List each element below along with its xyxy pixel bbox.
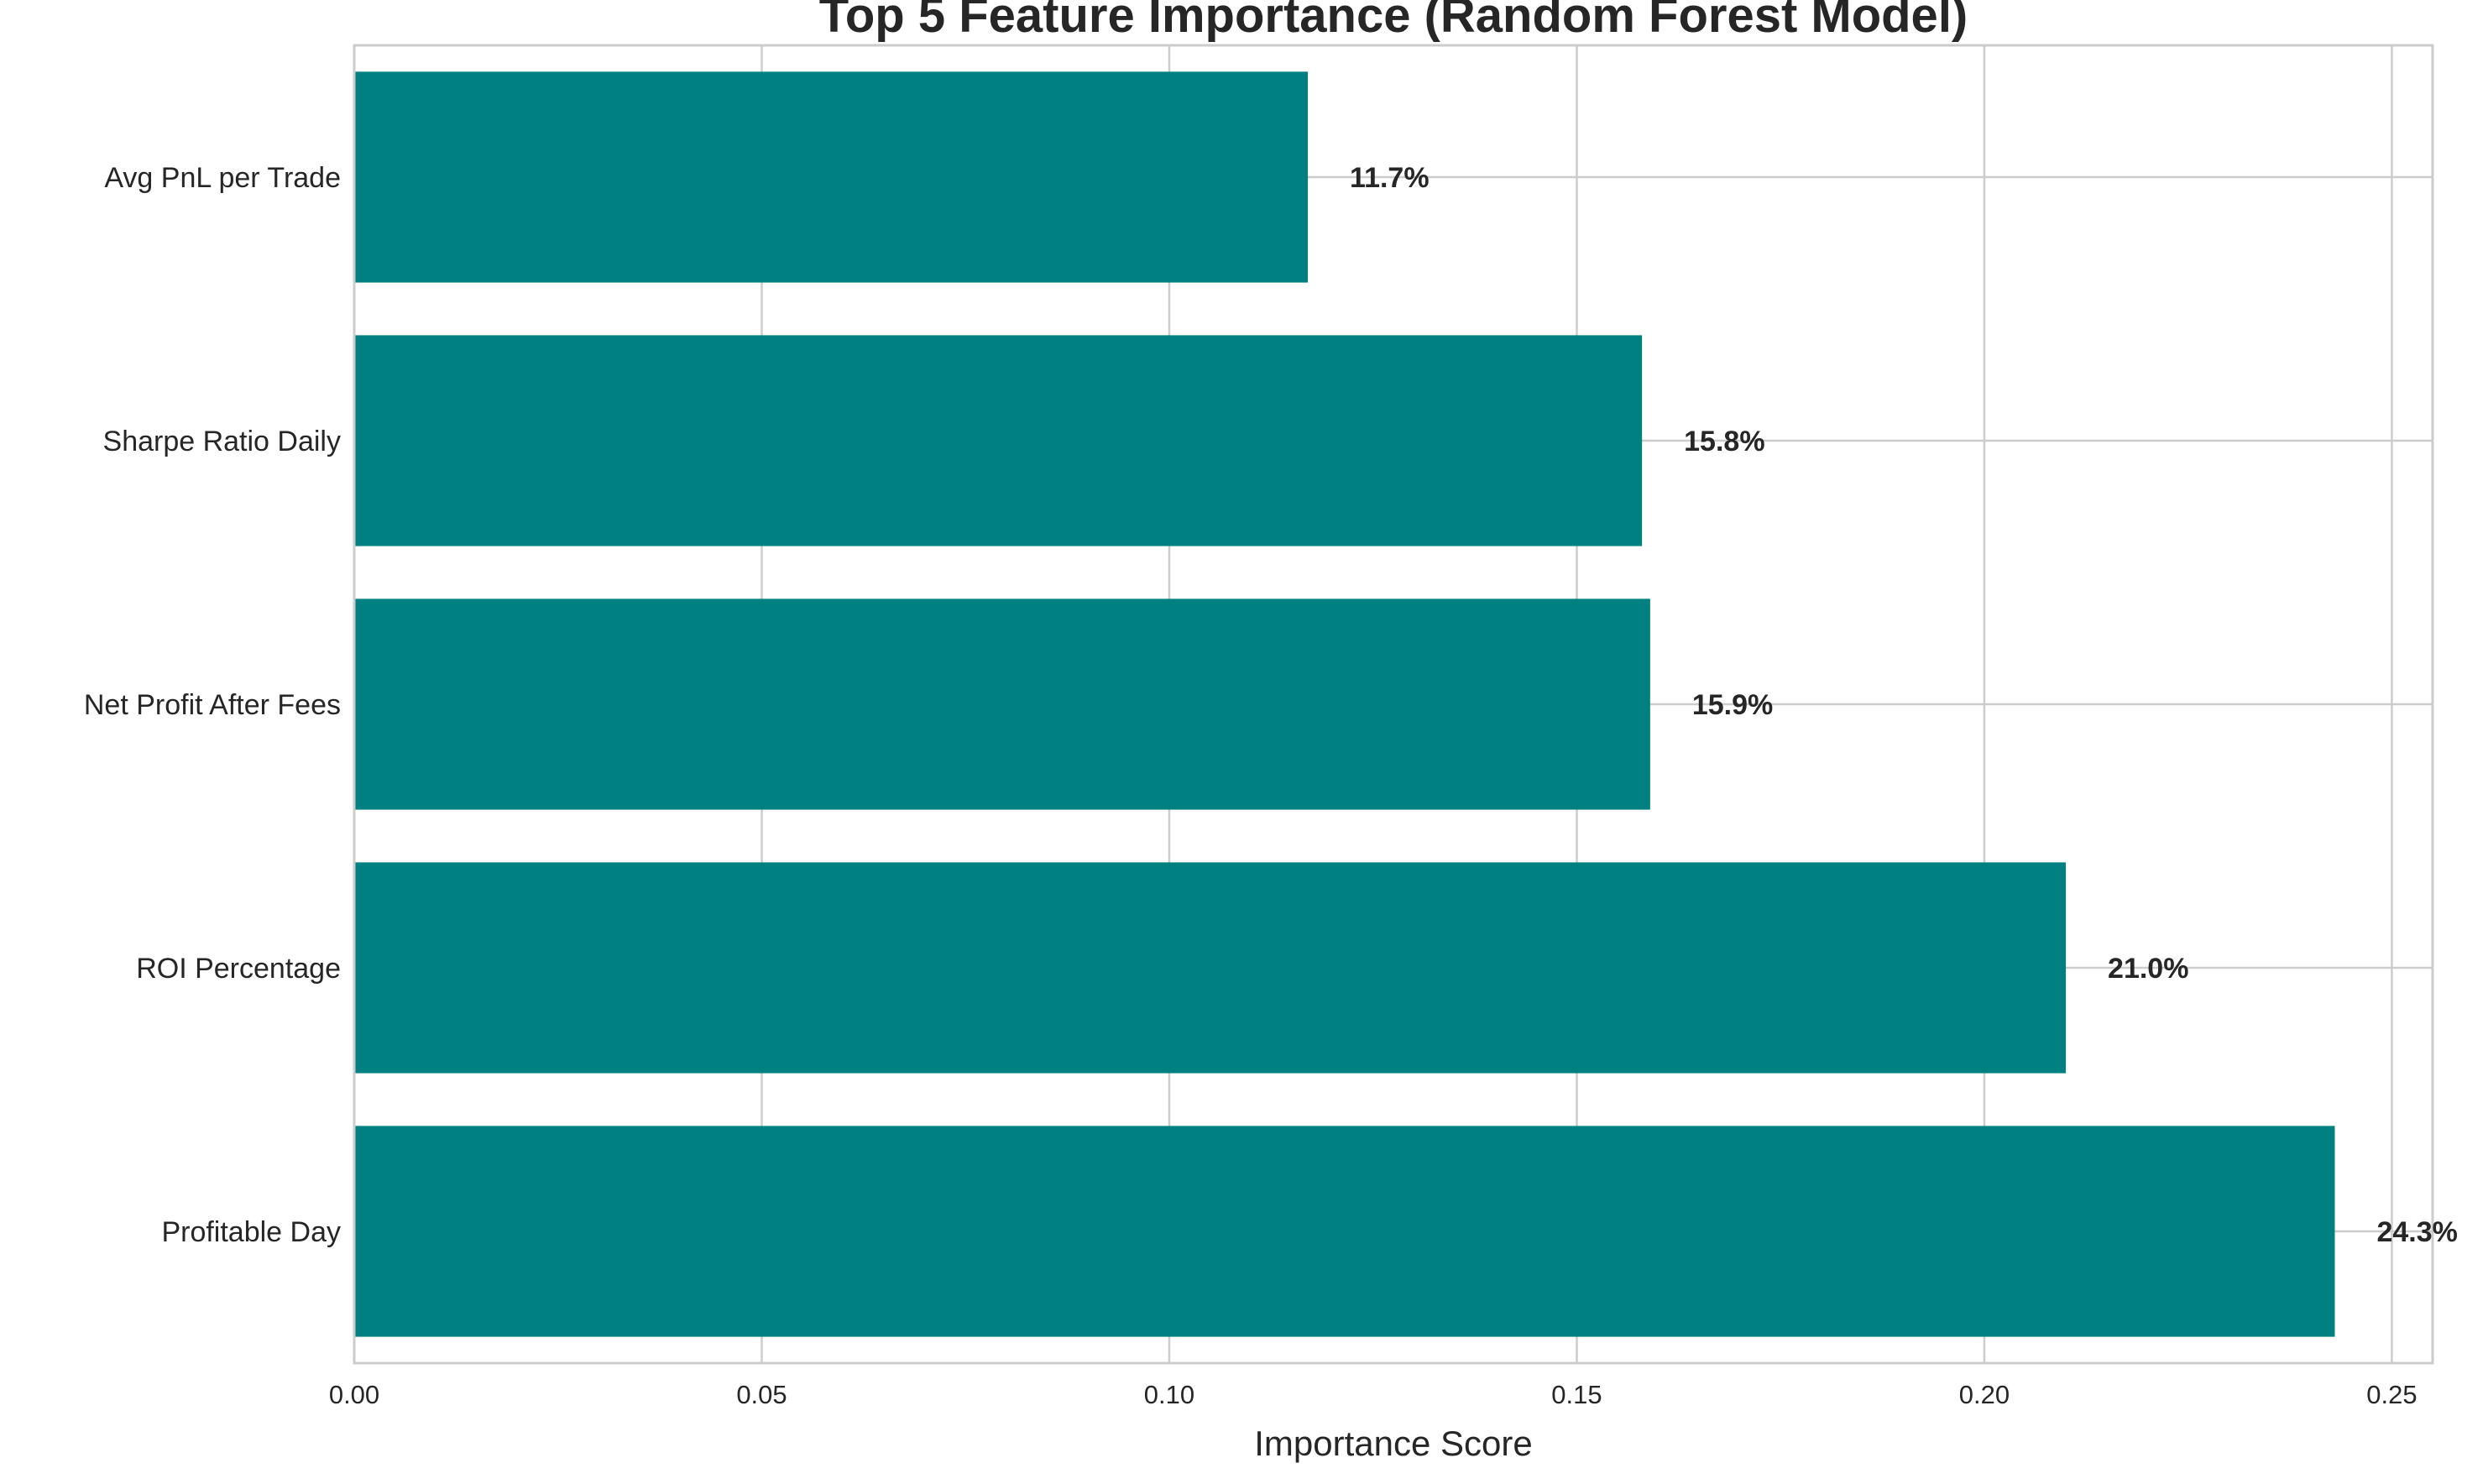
x-tick-label: 0.10	[1144, 1380, 1194, 1409]
plot-frame	[353, 44, 2434, 1365]
bar-value-label: 15.8%	[1684, 426, 1764, 457]
bar	[354, 1126, 2335, 1337]
bar-value-label: 21.0%	[2108, 953, 2188, 985]
chart-title: Top 5 Feature Importance (Random Forest …	[819, 0, 1968, 43]
bar-value-label: 24.3%	[2376, 1216, 2457, 1248]
x-tick-label: 0.00	[329, 1380, 379, 1409]
bar	[354, 335, 1643, 546]
y-category-label: Profitable Day	[161, 1216, 341, 1248]
x-tick-label: 0.20	[1959, 1380, 2010, 1409]
bar-layer	[354, 71, 2335, 1337]
bar	[354, 71, 1309, 283]
x-tick-label: 0.05	[736, 1380, 787, 1409]
bar-value-label: 15.9%	[1692, 689, 1773, 721]
x-axis-title: Importance Score	[1254, 1424, 1533, 1463]
x-tick-label: 0.15	[1551, 1380, 1602, 1409]
y-category-label: ROI Percentage	[136, 953, 341, 985]
bar-value-label: 11.7%	[1350, 162, 1430, 194]
y-category-label: Net Profit After Fees	[84, 689, 341, 721]
x-tick-labels: 0.00 0.05 0.10 0.15 0.20 0.25	[329, 1380, 2417, 1409]
y-category-label: Avg PnL per Trade	[104, 162, 341, 194]
bar	[354, 598, 1650, 810]
x-tick-label: 0.25	[2366, 1380, 2417, 1409]
data-labels: 11.7% 15.8% 15.9% 21.0% 24.3%	[1350, 162, 2458, 1248]
y-category-label: Sharpe Ratio Daily	[103, 426, 341, 457]
bar	[354, 862, 2067, 1074]
y-category-labels: Avg PnL per Trade Sharpe Ratio Daily Net P…	[84, 162, 341, 1248]
